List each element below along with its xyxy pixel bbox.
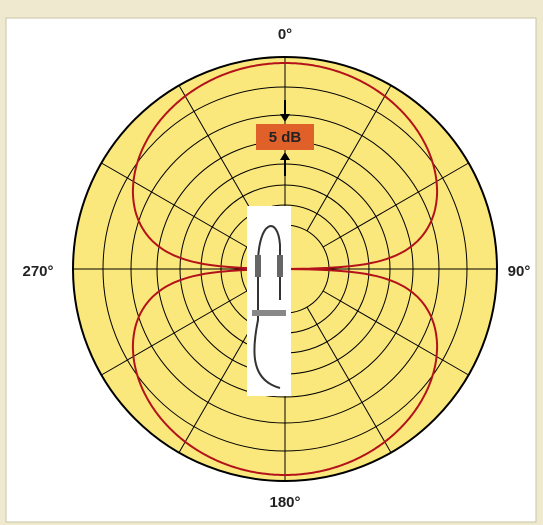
angle-label: 180°	[269, 494, 300, 511]
antenna-part	[252, 310, 286, 316]
antenna-sketch	[247, 206, 291, 396]
angle-label: 270°	[22, 263, 53, 280]
antenna-background	[247, 206, 291, 396]
angle-label: 90°	[508, 263, 531, 280]
scale-label: 5 dB	[269, 129, 302, 146]
diagram: 5 dB 0° 90° 180° 270°	[0, 0, 543, 525]
page: 5 dB 0° 90° 180° 270° (() => { const dat…	[0, 0, 543, 525]
antenna-part	[277, 255, 283, 277]
angle-label: 0°	[278, 26, 292, 43]
antenna-part	[255, 255, 261, 277]
